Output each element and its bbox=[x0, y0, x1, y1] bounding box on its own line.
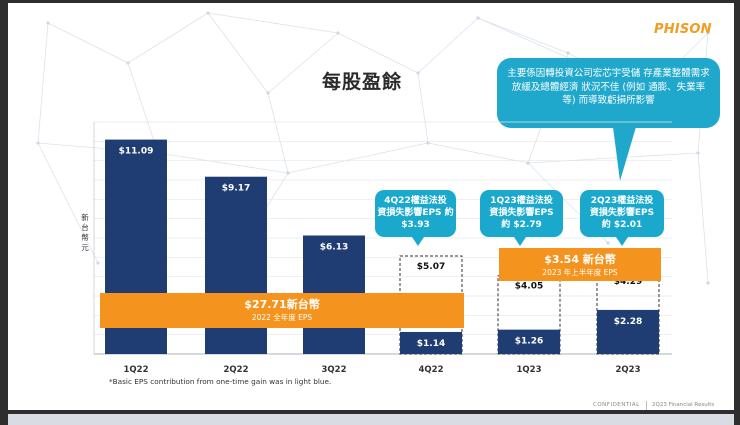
network-line bbox=[267, 32, 339, 94]
network-line bbox=[267, 92, 289, 174]
page-title: 每股盈餘 bbox=[322, 71, 403, 93]
bar-value-label: $11.09 bbox=[119, 147, 154, 157]
loss-callout-line: 資損失影響EPS 約 bbox=[377, 206, 453, 218]
network-node bbox=[46, 21, 50, 25]
network-node bbox=[526, 161, 530, 165]
network-line bbox=[417, 17, 479, 74]
loss-callout-line: $3.93 bbox=[401, 220, 429, 230]
slide: PHISON 每股盈餘 主要係因轉投資公司宏芯宇受儲 存產業整體需求放緩及總體經… bbox=[8, 3, 734, 410]
loss-callout-line: 資損失影響EPS bbox=[590, 206, 654, 218]
annual-eps-caption: 2022 全年度 EPS bbox=[252, 312, 313, 322]
network-line bbox=[337, 32, 419, 74]
pre-loss-label: $4.29 bbox=[614, 277, 642, 287]
network-line bbox=[47, 22, 129, 64]
bar-2Q23 bbox=[597, 309, 659, 354]
footer-divider bbox=[646, 401, 647, 410]
network-line bbox=[37, 22, 49, 144]
loss-callout-pointer bbox=[412, 237, 424, 246]
network-node bbox=[126, 61, 130, 65]
network-node bbox=[266, 91, 270, 95]
network-line bbox=[127, 12, 209, 64]
bar-value-label: $6.13 bbox=[320, 242, 348, 252]
loss-callout-line: 2Q23權益法投 bbox=[591, 194, 653, 206]
network-line bbox=[697, 152, 709, 284]
bar-value-label: $2.28 bbox=[614, 317, 642, 327]
network-node bbox=[416, 71, 420, 75]
pre-loss-label: $5.07 bbox=[417, 262, 445, 272]
network-node bbox=[36, 141, 40, 145]
network-line bbox=[527, 152, 699, 164]
loss-callout-line: 約 $2.01 bbox=[602, 218, 643, 230]
network-node bbox=[566, 51, 570, 55]
network-node bbox=[476, 16, 480, 20]
top-callout-text: 主要係因轉投資公司宏芯宇受儲 存產業整體需求放緩及總體經濟 狀況不佳 (例如 通… bbox=[507, 68, 710, 106]
category-label: 1Q22 bbox=[124, 365, 149, 375]
network-line bbox=[127, 62, 159, 154]
loss-callout-pointer bbox=[514, 237, 526, 246]
category-label: 2Q22 bbox=[224, 365, 249, 375]
top-callout: 主要係因轉投資公司宏芯宇受儲 存產業整體需求放緩及總體經濟 狀況不佳 (例如 通… bbox=[497, 58, 720, 128]
y-axis-label: 新台幣 元 bbox=[81, 213, 89, 252]
network-line bbox=[417, 72, 429, 144]
network-node bbox=[336, 31, 340, 35]
loss-callout-line: 1Q23權益法投 bbox=[490, 194, 552, 206]
network-line bbox=[427, 142, 529, 164]
category-label: 3Q22 bbox=[322, 365, 347, 375]
annual-eps-caption: 2023 年上半年度 EPS bbox=[542, 267, 618, 277]
category-label: 1Q23 bbox=[517, 365, 542, 375]
loss-callout-box bbox=[480, 190, 563, 237]
bottom-strip bbox=[8, 414, 734, 425]
bar-4Q22 bbox=[400, 331, 462, 354]
network-node bbox=[706, 31, 710, 35]
network-line bbox=[37, 142, 99, 264]
top-callout-pointer bbox=[613, 127, 636, 181]
network-node bbox=[696, 151, 700, 155]
network-node bbox=[706, 281, 710, 285]
network-node bbox=[286, 171, 290, 175]
network-line bbox=[207, 12, 339, 34]
loss-callout-line: 4Q22權益法投 bbox=[384, 194, 446, 206]
footnote: *Basic EPS contribution from one-time ga… bbox=[109, 377, 332, 386]
network-line bbox=[157, 152, 289, 174]
network-line bbox=[287, 142, 429, 174]
network-node bbox=[426, 141, 430, 145]
annual-eps-band bbox=[499, 248, 661, 281]
footer-report: 2Q23 Financial Results bbox=[652, 402, 715, 408]
bar-value-label: $1.26 bbox=[515, 337, 543, 347]
loss-callout-pointer bbox=[616, 237, 628, 246]
network-line bbox=[477, 17, 569, 54]
category-label: 2Q23 bbox=[616, 365, 641, 375]
annual-eps-amount: $3.54 新台幣 bbox=[544, 252, 616, 266]
network-line bbox=[207, 12, 269, 94]
annual-eps-amount: $27.71新台幣 bbox=[244, 297, 319, 311]
loss-callout-box bbox=[375, 190, 456, 237]
loss-callout-box bbox=[580, 190, 664, 237]
eps-chart: $11.09 1Q22 $9.17 2Q22 $6.13 3Q22 $5.07 $1.14 4Q… bbox=[93, 121, 672, 375]
network-node bbox=[206, 11, 210, 15]
network-node bbox=[606, 241, 610, 245]
category-label: 4Q22 bbox=[419, 365, 444, 375]
annual-eps-band bbox=[100, 293, 464, 328]
bar-value-label: $9.17 bbox=[222, 184, 250, 194]
bar-1Q23 bbox=[498, 329, 560, 354]
loss-callout-line: 約 $2.79 bbox=[501, 218, 542, 230]
footer-confidential: CONFIDENTIAL bbox=[593, 402, 640, 408]
loss-callout-line: 資損失影響EPS bbox=[489, 206, 553, 218]
bar-value-label: $1.14 bbox=[417, 339, 445, 349]
network-node bbox=[96, 261, 100, 265]
phison-logo: PHISON bbox=[654, 22, 712, 37]
pre-loss-label: $4.05 bbox=[515, 282, 543, 292]
